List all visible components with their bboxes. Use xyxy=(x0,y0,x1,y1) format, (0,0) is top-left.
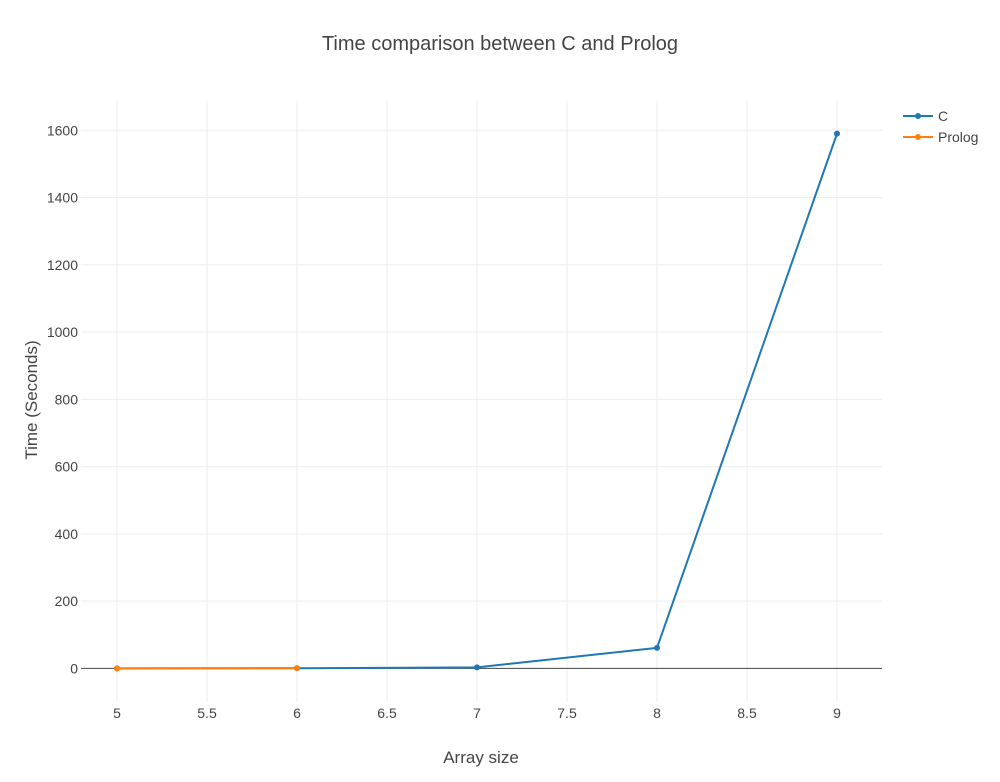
x-tick-label: 6 xyxy=(293,705,301,721)
x-tick-label: 8 xyxy=(653,705,661,721)
y-tick-label: 1600 xyxy=(47,122,78,138)
x-tick-label: 7 xyxy=(473,705,481,721)
data-point-prolog xyxy=(294,665,300,672)
x-axis-title: Array size xyxy=(443,748,519,767)
legend[interactable]: C Prolog xyxy=(903,108,978,145)
x-tick-label: 5 xyxy=(113,705,121,721)
x-tick-label: 5.5 xyxy=(197,705,217,721)
y-tick-label: 600 xyxy=(55,459,79,475)
legend-marker-prolog xyxy=(915,134,921,140)
x-tick-label: 7.5 xyxy=(557,705,577,721)
x-tick-label: 8.5 xyxy=(737,705,757,721)
y-tick-label: 1000 xyxy=(47,324,78,340)
x-axis-ticks: 5 5.5 6 6.5 7 7.5 8 8.5 9 xyxy=(113,705,841,721)
data-point-c xyxy=(834,130,840,137)
x-tick-label: 6.5 xyxy=(377,705,397,721)
y-axis-title: Time (Seconds) xyxy=(22,340,41,459)
legend-marker-c xyxy=(915,113,921,119)
y-tick-label: 400 xyxy=(55,526,79,542)
data-point-prolog xyxy=(114,665,120,672)
chart-title: Time comparison between C and Prolog xyxy=(322,33,678,55)
grid xyxy=(81,100,882,702)
plot-area xyxy=(114,130,840,672)
y-tick-label: 800 xyxy=(55,391,79,407)
y-tick-label: 200 xyxy=(55,593,79,609)
x-tick-label: 9 xyxy=(833,705,841,721)
legend-label-c: C xyxy=(938,108,948,124)
y-tick-label: 1400 xyxy=(47,190,78,206)
data-point-c xyxy=(654,644,660,651)
y-axis-ticks: 0 200 400 600 800 1000 1200 1400 1600 xyxy=(47,122,78,676)
data-point-c xyxy=(474,664,480,671)
y-tick-label: 1200 xyxy=(47,257,78,273)
legend-label-prolog: Prolog xyxy=(938,129,978,145)
y-tick-label: 0 xyxy=(70,660,78,676)
